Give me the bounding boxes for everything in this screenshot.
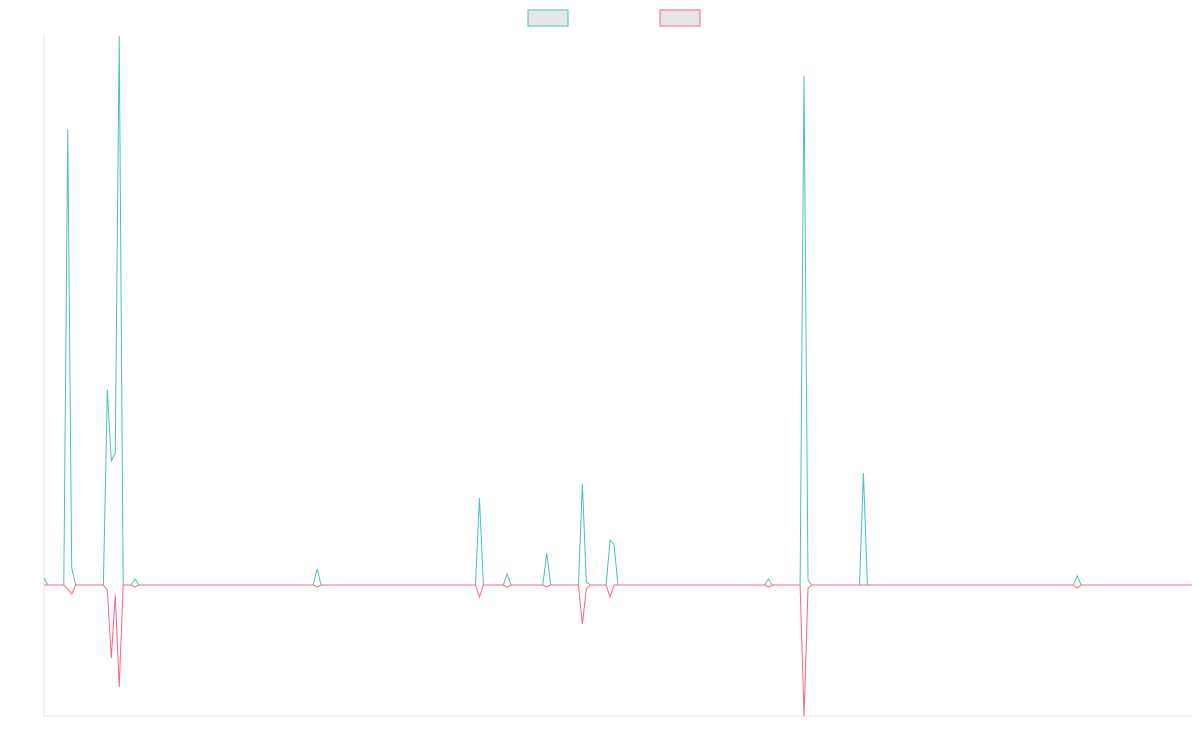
series-line bbox=[43, 35, 1192, 586]
series-line bbox=[44, 584, 1192, 717]
legend-swatch bbox=[527, 9, 569, 27]
legend-swatch bbox=[659, 9, 701, 27]
